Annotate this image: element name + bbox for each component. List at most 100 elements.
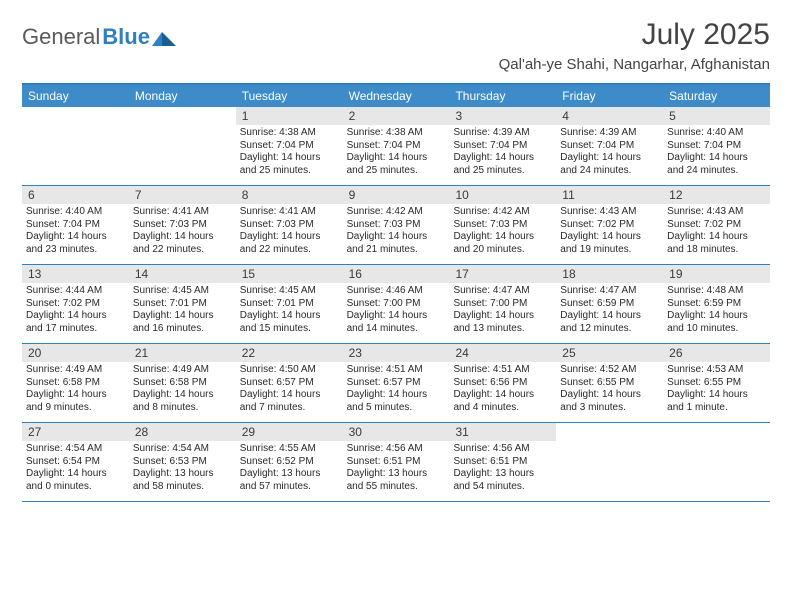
- day-details: Sunrise: 4:47 AMSunset: 6:59 PMDaylight:…: [556, 283, 663, 339]
- day-number: 3: [449, 107, 556, 125]
- page-title: July 2025: [499, 18, 770, 52]
- weekday-header: Monday: [129, 85, 236, 107]
- day-number: 2: [343, 107, 450, 125]
- calendar-day-cell: 11Sunrise: 4:43 AMSunset: 7:02 PMDayligh…: [556, 186, 663, 264]
- day-details: Sunrise: 4:44 AMSunset: 7:02 PMDaylight:…: [22, 283, 129, 339]
- day-number: 13: [22, 265, 129, 283]
- day-details: Sunrise: 4:39 AMSunset: 7:04 PMDaylight:…: [556, 125, 663, 181]
- calendar-empty-cell: [129, 107, 236, 185]
- calendar-empty-cell: [556, 423, 663, 501]
- day-details: Sunrise: 4:41 AMSunset: 7:03 PMDaylight:…: [129, 204, 236, 260]
- calendar-day-cell: 6Sunrise: 4:40 AMSunset: 7:04 PMDaylight…: [22, 186, 129, 264]
- calendar-day-cell: 22Sunrise: 4:50 AMSunset: 6:57 PMDayligh…: [236, 344, 343, 422]
- day-details: Sunrise: 4:54 AMSunset: 6:53 PMDaylight:…: [129, 441, 236, 497]
- day-details: Sunrise: 4:54 AMSunset: 6:54 PMDaylight:…: [22, 441, 129, 497]
- day-details: Sunrise: 4:48 AMSunset: 6:59 PMDaylight:…: [663, 283, 770, 339]
- day-details: Sunrise: 4:49 AMSunset: 6:58 PMDaylight:…: [129, 362, 236, 418]
- location-text: Qal'ah-ye Shahi, Nangarhar, Afghanistan: [499, 56, 770, 73]
- calendar-day-cell: 29Sunrise: 4:55 AMSunset: 6:52 PMDayligh…: [236, 423, 343, 501]
- day-number: 21: [129, 344, 236, 362]
- day-details: Sunrise: 4:45 AMSunset: 7:01 PMDaylight:…: [236, 283, 343, 339]
- calendar-day-cell: 4Sunrise: 4:39 AMSunset: 7:04 PMDaylight…: [556, 107, 663, 185]
- calendar-day-cell: 10Sunrise: 4:42 AMSunset: 7:03 PMDayligh…: [449, 186, 556, 264]
- day-number: 18: [556, 265, 663, 283]
- brand-part2: Blue: [102, 24, 150, 50]
- calendar-week-row: 6Sunrise: 4:40 AMSunset: 7:04 PMDaylight…: [22, 186, 770, 265]
- day-details: Sunrise: 4:42 AMSunset: 7:03 PMDaylight:…: [343, 204, 450, 260]
- calendar-day-cell: 2Sunrise: 4:38 AMSunset: 7:04 PMDaylight…: [343, 107, 450, 185]
- day-number: 4: [556, 107, 663, 125]
- brand-part1: General: [22, 24, 100, 50]
- day-details: Sunrise: 4:41 AMSunset: 7:03 PMDaylight:…: [236, 204, 343, 260]
- day-number: 16: [343, 265, 450, 283]
- weekday-header: Sunday: [22, 85, 129, 107]
- calendar-day-cell: 16Sunrise: 4:46 AMSunset: 7:00 PMDayligh…: [343, 265, 450, 343]
- calendar-day-cell: 23Sunrise: 4:51 AMSunset: 6:57 PMDayligh…: [343, 344, 450, 422]
- calendar-day-cell: 1Sunrise: 4:38 AMSunset: 7:04 PMDaylight…: [236, 107, 343, 185]
- day-number: 17: [449, 265, 556, 283]
- calendar-week-row: 20Sunrise: 4:49 AMSunset: 6:58 PMDayligh…: [22, 344, 770, 423]
- day-number: 11: [556, 186, 663, 204]
- calendar-day-cell: 5Sunrise: 4:40 AMSunset: 7:04 PMDaylight…: [663, 107, 770, 185]
- day-number: 28: [129, 423, 236, 441]
- calendar-day-cell: 12Sunrise: 4:43 AMSunset: 7:02 PMDayligh…: [663, 186, 770, 264]
- day-number: 15: [236, 265, 343, 283]
- day-number: 6: [22, 186, 129, 204]
- calendar-day-cell: 20Sunrise: 4:49 AMSunset: 6:58 PMDayligh…: [22, 344, 129, 422]
- day-number: 1: [236, 107, 343, 125]
- day-details: Sunrise: 4:38 AMSunset: 7:04 PMDaylight:…: [343, 125, 450, 181]
- weekday-header-row: SundayMondayTuesdayWednesdayThursdayFrid…: [22, 85, 770, 107]
- calendar-day-cell: 7Sunrise: 4:41 AMSunset: 7:03 PMDaylight…: [129, 186, 236, 264]
- day-number: 10: [449, 186, 556, 204]
- calendar-day-cell: 30Sunrise: 4:56 AMSunset: 6:51 PMDayligh…: [343, 423, 450, 501]
- calendar-grid: SundayMondayTuesdayWednesdayThursdayFrid…: [22, 83, 770, 502]
- day-details: Sunrise: 4:51 AMSunset: 6:57 PMDaylight:…: [343, 362, 450, 418]
- day-number: 12: [663, 186, 770, 204]
- weekday-header: Saturday: [663, 85, 770, 107]
- day-number: 24: [449, 344, 556, 362]
- calendar-day-cell: 27Sunrise: 4:54 AMSunset: 6:54 PMDayligh…: [22, 423, 129, 501]
- day-details: Sunrise: 4:50 AMSunset: 6:57 PMDaylight:…: [236, 362, 343, 418]
- day-number: 7: [129, 186, 236, 204]
- calendar-day-cell: 21Sunrise: 4:49 AMSunset: 6:58 PMDayligh…: [129, 344, 236, 422]
- calendar-empty-cell: [663, 423, 770, 501]
- calendar-day-cell: 3Sunrise: 4:39 AMSunset: 7:04 PMDaylight…: [449, 107, 556, 185]
- day-details: Sunrise: 4:46 AMSunset: 7:00 PMDaylight:…: [343, 283, 450, 339]
- day-number: 29: [236, 423, 343, 441]
- calendar-day-cell: 13Sunrise: 4:44 AMSunset: 7:02 PMDayligh…: [22, 265, 129, 343]
- calendar-empty-cell: [22, 107, 129, 185]
- calendar-day-cell: 26Sunrise: 4:53 AMSunset: 6:55 PMDayligh…: [663, 344, 770, 422]
- calendar-day-cell: 17Sunrise: 4:47 AMSunset: 7:00 PMDayligh…: [449, 265, 556, 343]
- calendar-day-cell: 8Sunrise: 4:41 AMSunset: 7:03 PMDaylight…: [236, 186, 343, 264]
- weekday-header: Friday: [556, 85, 663, 107]
- day-number: 26: [663, 344, 770, 362]
- day-number: 22: [236, 344, 343, 362]
- calendar-day-cell: 18Sunrise: 4:47 AMSunset: 6:59 PMDayligh…: [556, 265, 663, 343]
- day-number: 19: [663, 265, 770, 283]
- day-number: 23: [343, 344, 450, 362]
- weekday-header: Thursday: [449, 85, 556, 107]
- calendar-day-cell: 19Sunrise: 4:48 AMSunset: 6:59 PMDayligh…: [663, 265, 770, 343]
- day-details: Sunrise: 4:49 AMSunset: 6:58 PMDaylight:…: [22, 362, 129, 418]
- day-number: 8: [236, 186, 343, 204]
- day-number: 5: [663, 107, 770, 125]
- day-number: 25: [556, 344, 663, 362]
- day-details: Sunrise: 4:56 AMSunset: 6:51 PMDaylight:…: [449, 441, 556, 497]
- calendar-day-cell: 28Sunrise: 4:54 AMSunset: 6:53 PMDayligh…: [129, 423, 236, 501]
- day-details: Sunrise: 4:42 AMSunset: 7:03 PMDaylight:…: [449, 204, 556, 260]
- day-details: Sunrise: 4:55 AMSunset: 6:52 PMDaylight:…: [236, 441, 343, 497]
- weekday-header: Wednesday: [343, 85, 450, 107]
- day-details: Sunrise: 4:51 AMSunset: 6:56 PMDaylight:…: [449, 362, 556, 418]
- brand-logo: GeneralBlue: [22, 24, 178, 50]
- day-number: 27: [22, 423, 129, 441]
- day-details: Sunrise: 4:43 AMSunset: 7:02 PMDaylight:…: [556, 204, 663, 260]
- day-details: Sunrise: 4:38 AMSunset: 7:04 PMDaylight:…: [236, 125, 343, 181]
- day-details: Sunrise: 4:45 AMSunset: 7:01 PMDaylight:…: [129, 283, 236, 339]
- logo-mark-icon: [152, 28, 178, 46]
- calendar-day-cell: 15Sunrise: 4:45 AMSunset: 7:01 PMDayligh…: [236, 265, 343, 343]
- day-details: Sunrise: 4:47 AMSunset: 7:00 PMDaylight:…: [449, 283, 556, 339]
- day-details: Sunrise: 4:39 AMSunset: 7:04 PMDaylight:…: [449, 125, 556, 181]
- day-details: Sunrise: 4:53 AMSunset: 6:55 PMDaylight:…: [663, 362, 770, 418]
- calendar-day-cell: 14Sunrise: 4:45 AMSunset: 7:01 PMDayligh…: [129, 265, 236, 343]
- day-details: Sunrise: 4:40 AMSunset: 7:04 PMDaylight:…: [22, 204, 129, 260]
